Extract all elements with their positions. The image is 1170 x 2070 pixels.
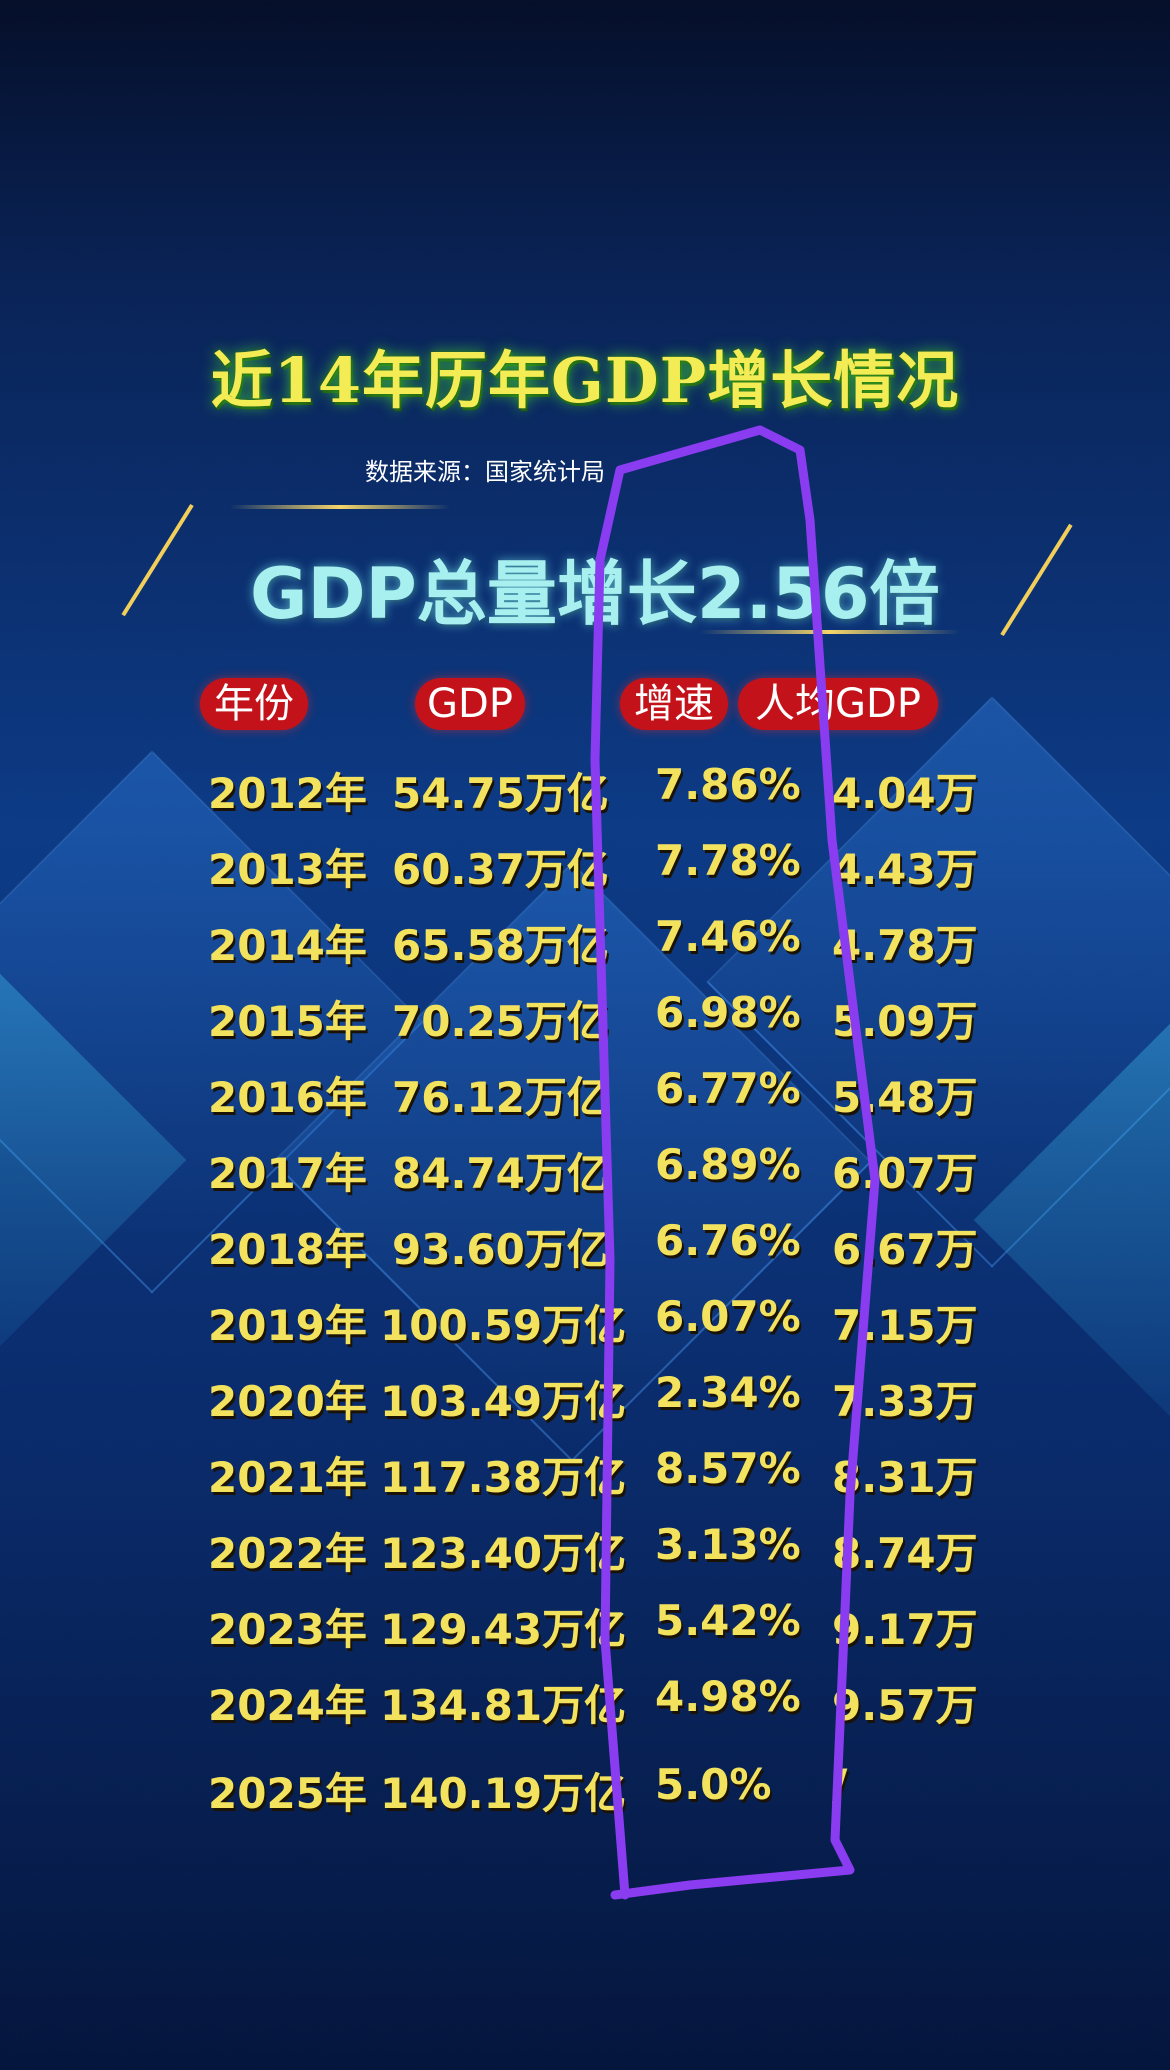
cell-year: 2023年 [208, 1605, 367, 1654]
data-source-label: 数据来源：国家统计局 [365, 458, 605, 486]
table-row: 2023年 129.43万亿 5.42% 9.17万 [0, 1588, 1170, 1658]
cell-growth-rate: 8.57% [655, 1444, 801, 1493]
cell-year: 2018年 [208, 1225, 367, 1274]
cell-growth-rate: 7.86% [655, 760, 801, 809]
cell-gdp: 84.74万亿 [392, 1149, 609, 1198]
page-title: 近14年历年GDP增长情况 [210, 344, 960, 417]
cell-year: 2025年 [208, 1769, 367, 1818]
cell-per-capita-gdp: 7.15万 [832, 1301, 978, 1350]
table-row: 2012年 54.75万亿 7.86% 4.04万 [0, 752, 1170, 822]
cell-per-capita-gdp: 5.48万 [832, 1073, 978, 1122]
cell-growth-rate: 5.0% [655, 1760, 772, 1809]
table-row: 2025年 140.19万亿 5.0% / [0, 1752, 1170, 1822]
cell-year: 2016年 [208, 1073, 367, 1122]
cell-gdp: 129.43万亿 [380, 1605, 627, 1654]
cell-growth-rate: 7.46% [655, 912, 801, 961]
cell-growth-rate: 6.89% [655, 1140, 801, 1189]
cell-growth-rate: 3.13% [655, 1520, 801, 1569]
cell-growth-rate: 7.78% [655, 836, 801, 885]
table-row: 2013年 60.37万亿 7.78% 4.43万 [0, 828, 1170, 898]
cell-growth-rate: 6.76% [655, 1216, 801, 1265]
cell-growth-rate: 4.98% [655, 1672, 801, 1721]
table-row: 2016年 76.12万亿 6.77% 5.48万 [0, 1056, 1170, 1126]
cell-gdp: 70.25万亿 [392, 997, 609, 1046]
table-row: 2022年 123.40万亿 3.13% 8.74万 [0, 1512, 1170, 1582]
header-gdp: GDP [415, 678, 525, 730]
cell-year: 2012年 [208, 769, 367, 818]
cell-per-capita-gdp: 9.17万 [832, 1605, 978, 1654]
cell-per-capita-gdp: 8.74万 [832, 1529, 978, 1578]
cell-year: 2014年 [208, 921, 367, 970]
cell-growth-rate: 6.07% [655, 1292, 801, 1341]
cell-per-capita-gdp: 9.57万 [832, 1681, 978, 1730]
cell-year: 2015年 [208, 997, 367, 1046]
cell-growth-rate: 6.98% [655, 988, 801, 1037]
cell-gdp: 100.59万亿 [380, 1301, 627, 1350]
cell-gdp: 65.58万亿 [392, 921, 609, 970]
cell-gdp: 103.49万亿 [380, 1377, 627, 1426]
cell-per-capita-gdp: 6.07万 [832, 1149, 978, 1198]
cell-gdp: 60.37万亿 [392, 845, 609, 894]
header-growth-rate: 增速 [620, 678, 728, 730]
cell-year: 2022年 [208, 1529, 367, 1578]
cell-per-capita-gdp: 4.04万 [832, 769, 978, 818]
table-row: 2020年 103.49万亿 2.34% 7.33万 [0, 1360, 1170, 1430]
cell-gdp: 134.81万亿 [380, 1681, 627, 1730]
cell-gdp: 117.38万亿 [380, 1453, 627, 1502]
cell-gdp: 76.12万亿 [392, 1073, 609, 1122]
table-row: 2014年 65.58万亿 7.46% 4.78万 [0, 904, 1170, 974]
cell-gdp: 140.19万亿 [380, 1769, 627, 1818]
cell-per-capita-gdp: 6.67万 [832, 1225, 978, 1274]
cell-year: 2019年 [208, 1301, 367, 1350]
table-row: 2024年 134.81万亿 4.98% 9.57万 [0, 1664, 1170, 1734]
table-row: 2017年 84.74万亿 6.89% 6.07万 [0, 1132, 1170, 1202]
cell-year: 2013年 [208, 845, 367, 894]
table-row: 2018年 93.60万亿 6.76% 6.67万 [0, 1208, 1170, 1278]
table-row: 2019年 100.59万亿 6.07% 7.15万 [0, 1284, 1170, 1354]
cell-per-capita-gdp: 4.43万 [832, 845, 978, 894]
header-year: 年份 [200, 678, 308, 730]
banner-bottom-line [700, 630, 960, 634]
cell-year: 2017年 [208, 1149, 367, 1198]
cell-year: 2020年 [208, 1377, 367, 1426]
banner-top-line [230, 505, 450, 509]
cell-year: 2024年 [208, 1681, 367, 1730]
cell-gdp: 54.75万亿 [392, 769, 609, 818]
cell-growth-rate: 6.77% [655, 1064, 801, 1113]
cell-year: 2021年 [208, 1453, 367, 1502]
cell-growth-rate: 2.34% [655, 1368, 801, 1417]
table-row: 2021年 117.38万亿 8.57% 8.31万 [0, 1436, 1170, 1506]
cell-gdp: 123.40万亿 [380, 1529, 627, 1578]
cell-gdp: 93.60万亿 [392, 1225, 609, 1274]
cell-growth-rate: 5.42% [655, 1596, 801, 1645]
cell-per-capita-gdp: 4.78万 [832, 921, 978, 970]
header-per-capita-gdp: 人均GDP [738, 678, 938, 730]
